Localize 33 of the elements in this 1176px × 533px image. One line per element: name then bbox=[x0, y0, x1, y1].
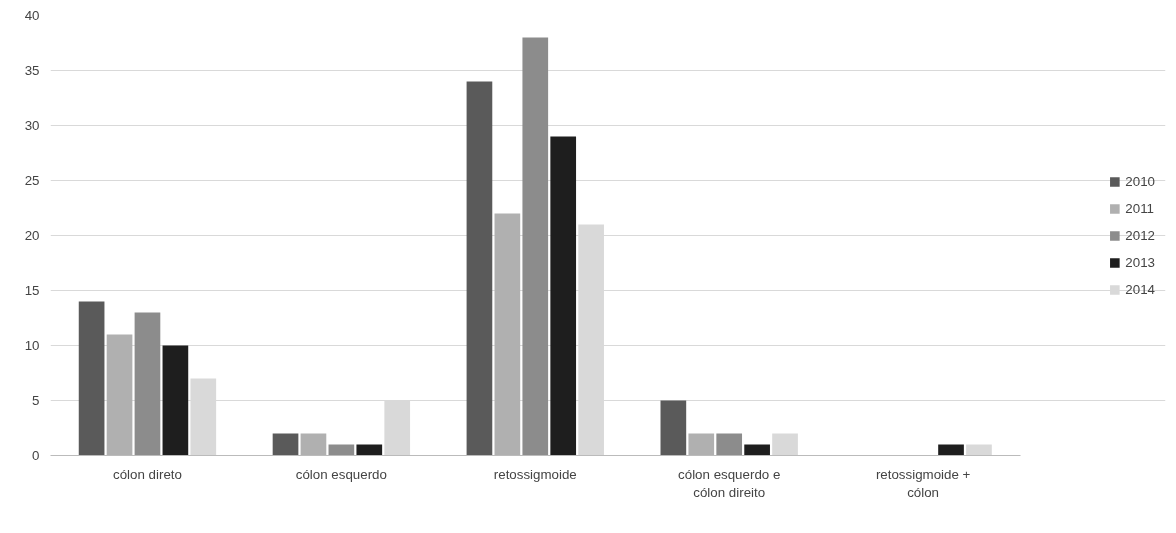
bar bbox=[522, 37, 549, 456]
legend-label: 2010 bbox=[1125, 173, 1155, 189]
legend-label: 2011 bbox=[1125, 200, 1155, 216]
y-tick-label: 15 bbox=[24, 283, 40, 298]
bar bbox=[134, 312, 161, 456]
y-tick-label: 35 bbox=[24, 63, 40, 78]
bar bbox=[78, 301, 105, 456]
y-tick-label: 0 bbox=[32, 448, 40, 463]
bar bbox=[356, 444, 383, 456]
x-tick-label: cólon esquerdo e cólon direito bbox=[678, 466, 781, 500]
bar bbox=[272, 433, 299, 456]
bar bbox=[938, 444, 964, 456]
y-tick-label: 20 bbox=[24, 228, 40, 243]
bar bbox=[550, 136, 577, 456]
x-tick-label: cólon direto bbox=[113, 466, 182, 482]
legend-label: 2012 bbox=[1125, 227, 1155, 243]
y-tick-label: 5 bbox=[32, 393, 40, 408]
bar bbox=[772, 433, 798, 456]
y-tick-label: 40 bbox=[24, 8, 40, 23]
bar bbox=[744, 444, 770, 456]
y-tick-label: 10 bbox=[24, 338, 40, 353]
bar bbox=[966, 444, 992, 456]
legend-label: 2014 bbox=[1125, 281, 1155, 297]
bar bbox=[162, 345, 189, 456]
y-tick-label: 25 bbox=[24, 173, 40, 188]
bar bbox=[716, 433, 743, 456]
x-tick-label: retossigmoide + cólon bbox=[875, 466, 971, 500]
x-tick-label: cólon esquerdo bbox=[295, 466, 387, 482]
y-tick-label: 30 bbox=[24, 118, 40, 133]
bar bbox=[660, 400, 687, 456]
bar bbox=[466, 81, 493, 456]
x-tick-label: retossigmoide bbox=[493, 466, 577, 482]
legend-label: 2013 bbox=[1125, 254, 1155, 270]
